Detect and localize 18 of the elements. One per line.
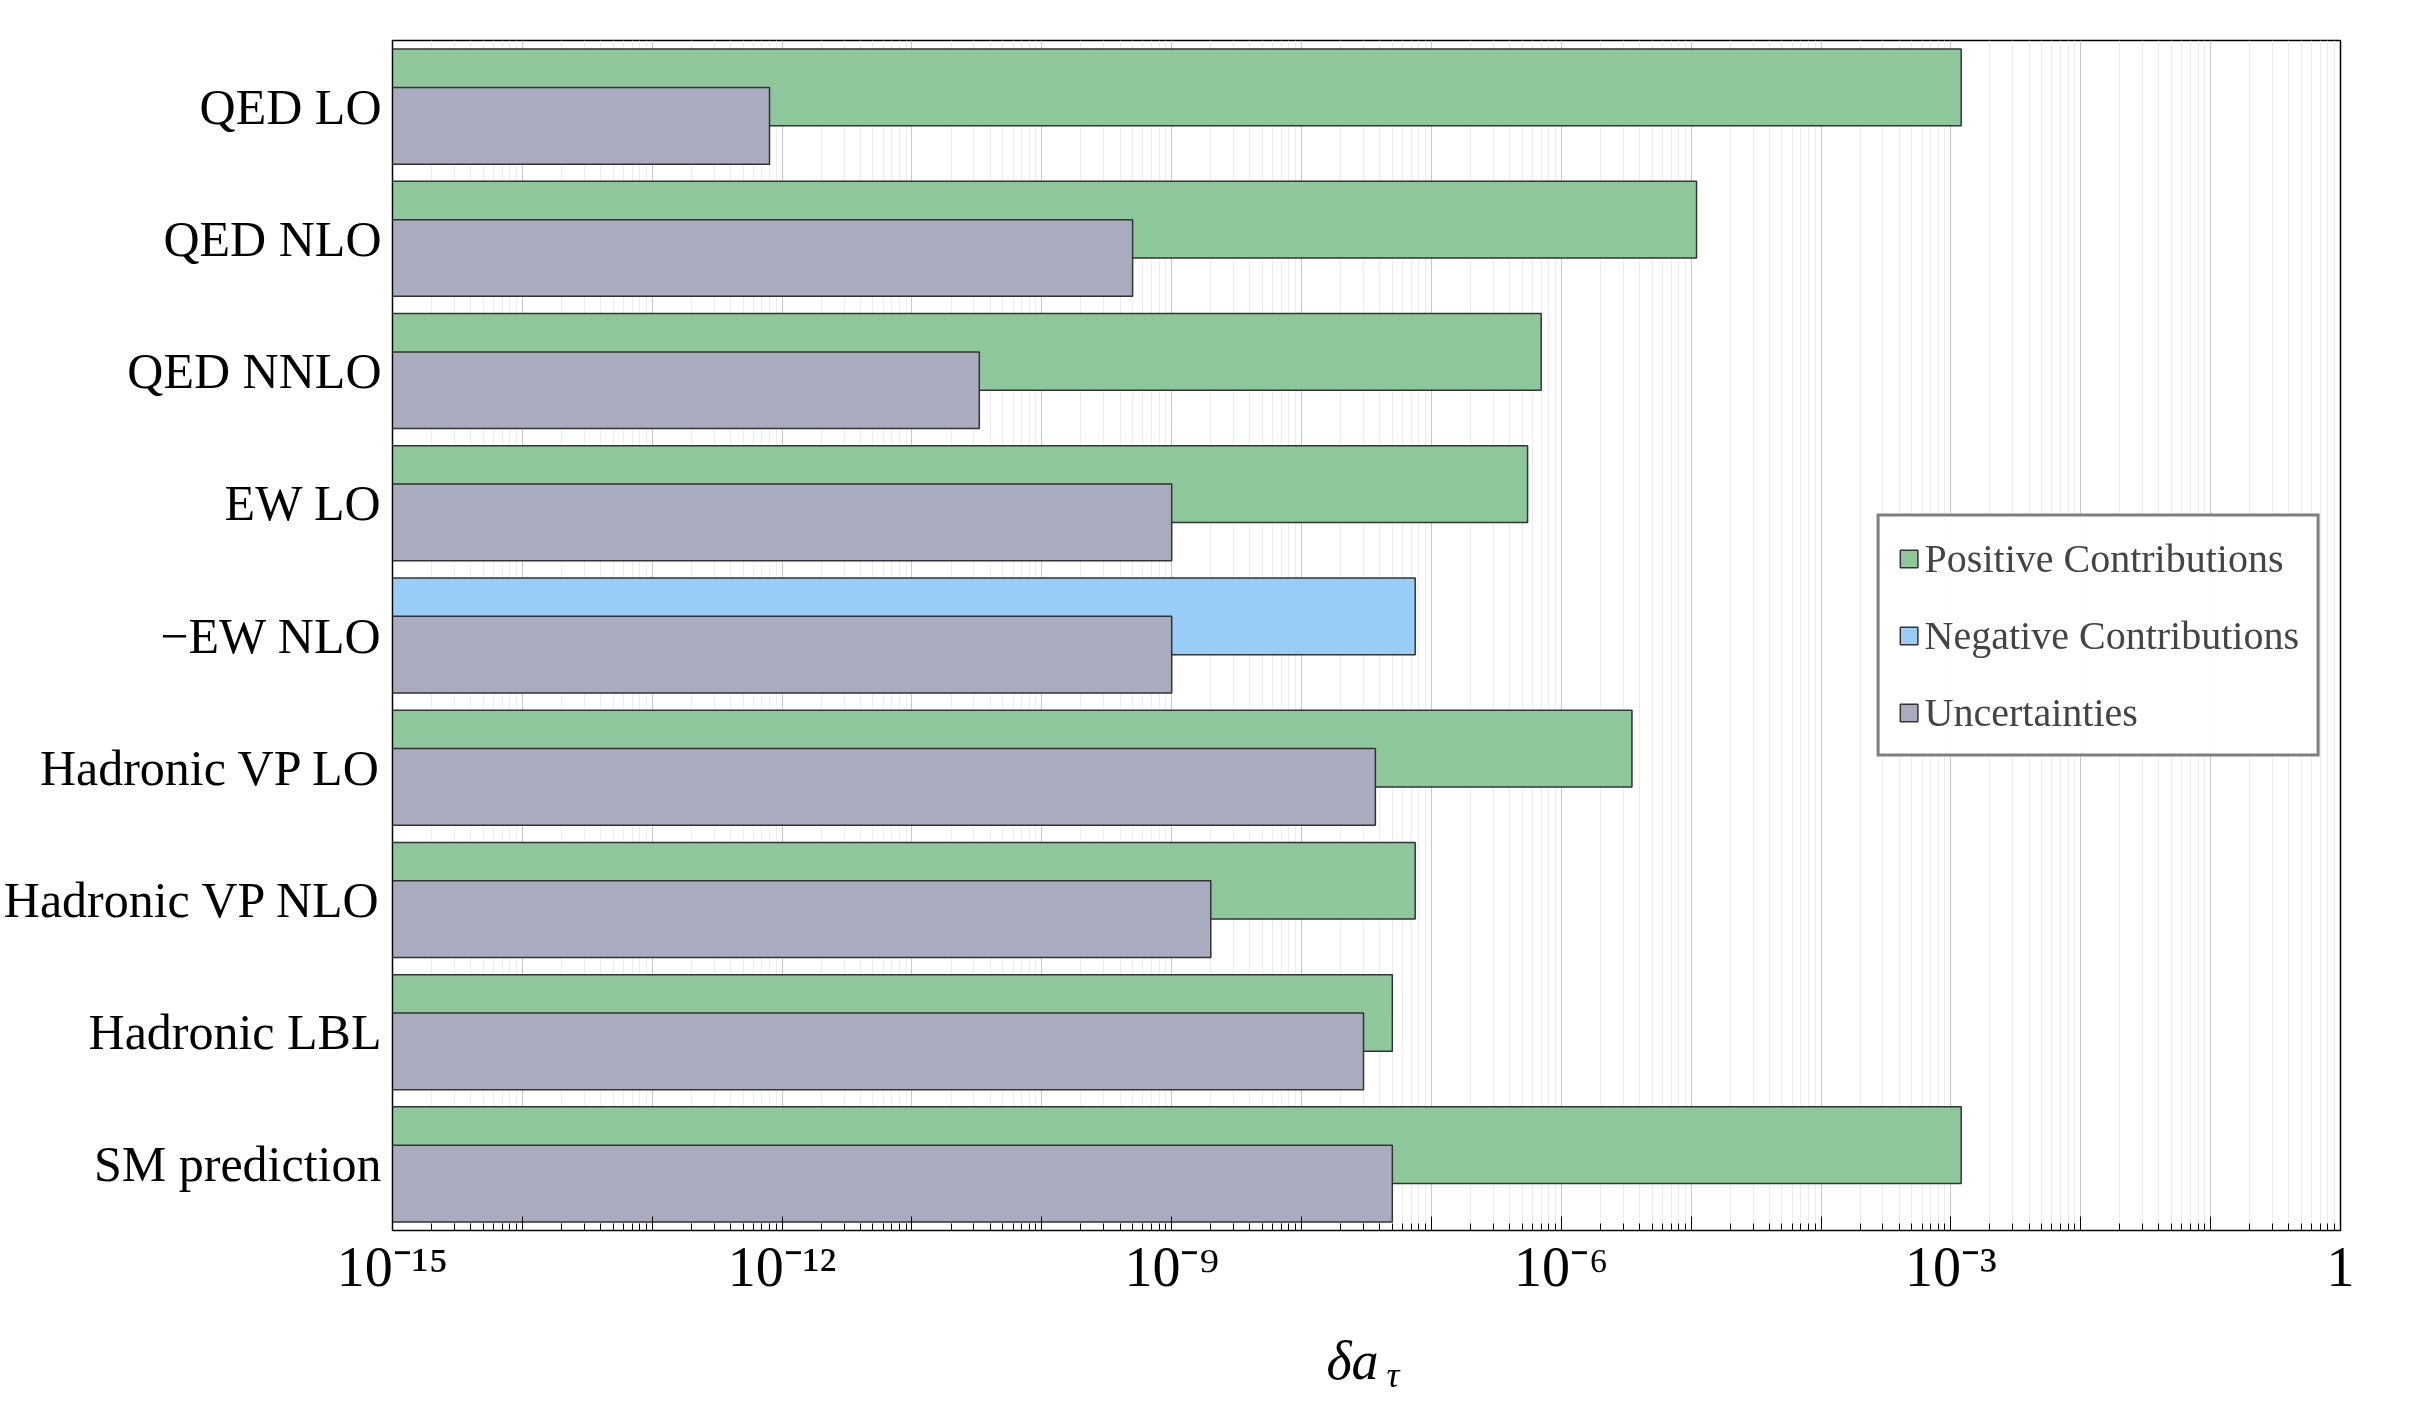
y-tick-label: Hadronic VP LO bbox=[39, 739, 379, 796]
legend-label: Uncertainties bbox=[1924, 688, 2138, 736]
x-tick-label: 10⁻¹⁵ bbox=[336, 1235, 449, 1298]
y-tick-label: QED NNLO bbox=[127, 343, 382, 400]
y-tick-label: QED NLO bbox=[163, 210, 382, 267]
x-tick-label: 10⁻¹² bbox=[727, 1235, 837, 1298]
legend-label: Positive Contributions bbox=[1924, 534, 2284, 582]
x-tick-label: 1 bbox=[2326, 1235, 2355, 1298]
x-tick-label: 10⁻⁶ bbox=[1514, 1235, 1609, 1298]
x-tick-label: 10⁻³ bbox=[1905, 1235, 1997, 1298]
y-tick-label: EW LO bbox=[224, 475, 381, 532]
x-tick-label: 10⁻⁹ bbox=[1124, 1235, 1219, 1298]
y-tick-label: −EW NLO bbox=[160, 607, 381, 664]
y-tick-label: SM prediction bbox=[94, 1136, 382, 1193]
y-tick-label: Hadronic VP NLO bbox=[3, 871, 379, 928]
y-tick-label: Hadronic LBL bbox=[88, 1004, 382, 1061]
legend-label: Negative Contributions bbox=[1924, 611, 2299, 659]
y-tick-label: QED LO bbox=[199, 78, 382, 135]
